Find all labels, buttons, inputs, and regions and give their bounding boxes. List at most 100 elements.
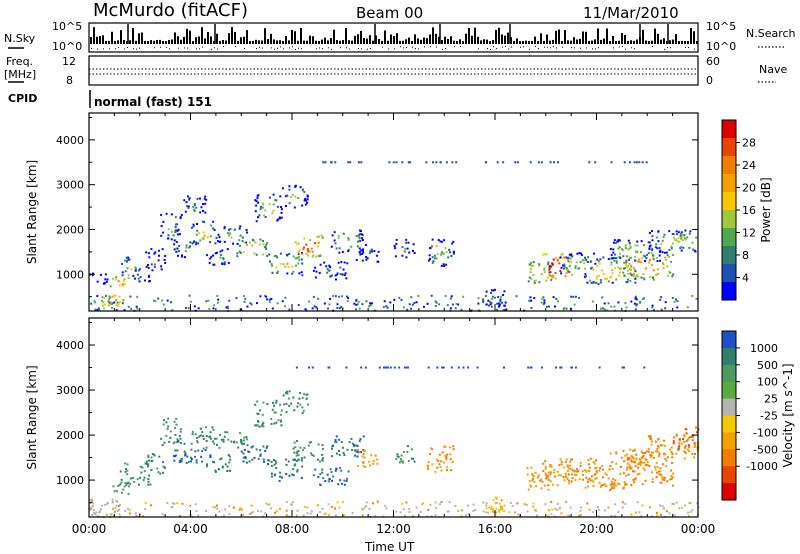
power-echo-pixel [222, 257, 225, 260]
power-echo-pixel [127, 258, 130, 261]
noise-dot [424, 46, 425, 48]
noise-bar [327, 40, 329, 44]
power-highrange-pixel [395, 161, 398, 164]
velocity-echo-pixel [534, 471, 537, 474]
power-scatter-pixel [664, 307, 667, 310]
velocity-echo-pixel [430, 447, 433, 450]
velocity-echo-pixel [659, 444, 662, 447]
power-colorbar-segment [722, 210, 736, 229]
velocity-echo-pixel [314, 468, 317, 471]
velocity-scatter-pixel [161, 513, 164, 516]
velocity-scatter-pixel [303, 505, 306, 508]
power-scatter-pixel [543, 299, 546, 302]
power-echo-pixel [629, 272, 632, 275]
power-scatter-pixel [675, 298, 678, 301]
power-echo-pixel [584, 256, 587, 259]
power-echo-pixel [306, 201, 309, 204]
power-echo-pixel [229, 228, 232, 231]
power-scatter-pixel [673, 300, 676, 303]
power-echo-pixel [585, 258, 588, 261]
velocity-echo-pixel [202, 435, 205, 438]
velocity-echo-pixel [370, 454, 373, 457]
velocity-echo-pixel [275, 399, 278, 402]
velocity-echo-pixel [178, 461, 181, 464]
power-echo-pixel [314, 276, 317, 279]
power-echo-pixel [550, 265, 553, 268]
power-scatter-pixel [129, 295, 132, 298]
velocity-echo-pixel [220, 438, 223, 441]
velocity-echo-pixel [397, 455, 400, 458]
power-scatter-pixel [490, 305, 493, 308]
power-echo-pixel [625, 255, 628, 258]
power-echo-pixel [254, 210, 257, 213]
velocity-echo-pixel [622, 486, 625, 489]
power-echo-pixel [323, 261, 326, 264]
velocity-echo-pixel [637, 462, 640, 465]
velocity-echo-pixel [99, 510, 102, 513]
power-echo-pixel [246, 231, 249, 234]
power-echo-pixel [369, 249, 372, 252]
power-echo-pixel [597, 260, 600, 263]
velocity-echo-pixel [91, 498, 94, 501]
power-echo-pixel [618, 239, 621, 242]
noise-bar [675, 34, 677, 44]
noise-dot [154, 47, 155, 49]
velocity-echo-pixel [351, 449, 354, 452]
velocity-echo-pixel [293, 451, 296, 454]
velocity-scatter-pixel [384, 504, 387, 507]
noise-dot [322, 48, 323, 50]
power-echo-pixel [103, 303, 106, 306]
noise-dot [586, 47, 587, 49]
velocity-echo-pixel [139, 476, 142, 479]
velocity-echo-pixel [445, 469, 448, 472]
power-echo-pixel [589, 279, 592, 282]
noise-dot [511, 46, 512, 48]
velocity-scatter-pixel [285, 500, 288, 503]
velocity-echo-pixel [633, 478, 636, 481]
velocity-echo-pixel [264, 450, 267, 453]
velocity-echo-pixel [599, 485, 602, 488]
velocity-echo-pixel [131, 476, 134, 479]
power-colorbar-segment [722, 246, 736, 265]
noise-bar [669, 40, 671, 44]
velocity-echo-pixel [566, 464, 569, 467]
velocity-echo-pixel [293, 409, 296, 412]
power-echo-pixel [659, 249, 662, 252]
velocity-echo-pixel [579, 465, 582, 468]
power-echo-pixel [634, 250, 637, 253]
noise-bar [465, 33, 467, 44]
velocity-echo-pixel [293, 458, 296, 461]
power-echo-pixel [612, 251, 615, 254]
power-echo-pixel [266, 242, 269, 245]
power-echo-pixel [596, 258, 599, 261]
velocity-scatter-pixel [636, 501, 639, 504]
power-echo-pixel [248, 241, 251, 244]
power-echo-pixel [571, 255, 574, 258]
power-echo-pixel [139, 276, 142, 279]
power-scatter-pixel [334, 295, 337, 298]
power-echo-pixel [607, 258, 610, 261]
power-echo-pixel [435, 245, 438, 248]
velocity-echo-pixel [677, 447, 680, 450]
noise-bar [486, 39, 488, 44]
power-echo-pixel [640, 276, 643, 279]
velocity-echo-pixel [296, 450, 299, 453]
noise-bar [426, 38, 428, 44]
power-echo-pixel [548, 271, 551, 274]
noise-bar [564, 30, 566, 44]
noise-bar [414, 34, 416, 44]
power-echo-pixel [117, 302, 120, 305]
power-echo-pixel [160, 268, 163, 271]
velocity-scatter-pixel [579, 513, 582, 516]
velocity-scatter-pixel [613, 514, 616, 517]
power-echo-pixel [498, 303, 501, 306]
velocity-highrange-pixel [527, 366, 530, 369]
velocity-highrange-pixel [643, 366, 646, 369]
noise-bar [255, 39, 257, 44]
noise-bar [417, 38, 419, 44]
velocity-echo-pixel [543, 484, 546, 487]
power-scatter-pixel [297, 304, 300, 307]
velocity-echo-pixel [250, 446, 253, 449]
power-echo-pixel [230, 236, 233, 239]
power-echo-pixel [96, 280, 99, 283]
